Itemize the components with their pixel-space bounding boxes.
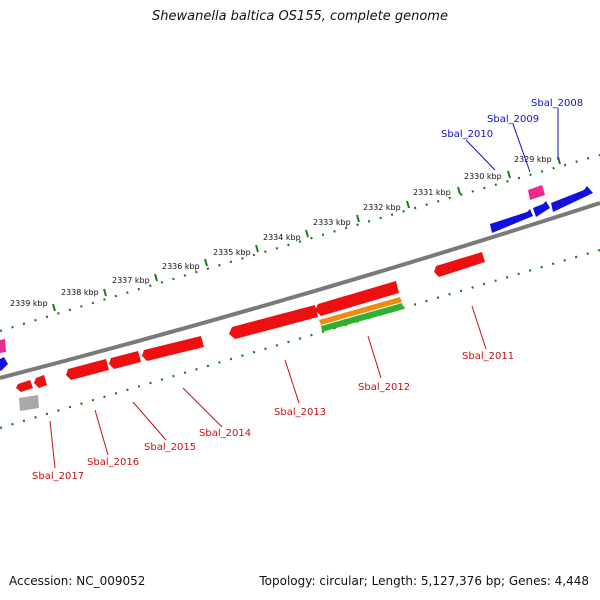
gene-sbal-2017[interactable]: [19, 395, 39, 411]
forward-strand-genes: [0, 185, 593, 371]
genome-backbone: [0, 201, 600, 380]
gene-label-sbal-2011: Sbal_2011: [462, 351, 514, 362]
reverse-label-leaders: [49, 305, 487, 469]
gene-label-sbal-2013: Sbal_2013: [274, 407, 326, 418]
gene-sbal-2012-orange-track[interactable]: [319, 297, 402, 325]
gene-sbal-2011[interactable]: [434, 252, 485, 277]
outer-tick-track: [0, 153, 600, 333]
gene-red-small-2[interactable]: [34, 375, 47, 388]
kbp-tick-labels: 2329 kbp 2330 kbp 2331 kbp 2332 kbp 2333…: [10, 155, 552, 308]
gene-sbal-2015[interactable]: [109, 351, 141, 369]
kbp-tick-label: 2332 kbp: [363, 203, 401, 212]
kbp-tick-label: 2339 kbp: [10, 299, 48, 308]
gene-label-sbal-2010: Sbal_2010: [441, 129, 493, 140]
gene-sbal-2013[interactable]: [229, 305, 318, 339]
gene-sbal-2008[interactable]: [551, 186, 593, 212]
gene-label-sbal-2012: Sbal_2012: [358, 382, 410, 393]
kbp-tick-label: 2330 kbp: [464, 172, 502, 181]
gene-label-sbal-2015: Sbal_2015: [144, 442, 196, 453]
gene-label-sbal-2008: Sbal_2008: [531, 98, 583, 109]
reverse-strand-genes: [16, 252, 485, 411]
forward-gene-labels: Sbal_2008 Sbal_2009 Sbal_2010: [441, 98, 583, 140]
kbp-tick-label: 2335 kbp: [213, 248, 251, 257]
gene-blue-edge[interactable]: [0, 357, 8, 371]
kbp-tick-label: 2336 kbp: [162, 262, 200, 271]
gene-sbal-2014[interactable]: [142, 336, 204, 361]
gene-sbal-2010[interactable]: [528, 185, 545, 200]
inner-tick-track: [0, 248, 600, 430]
genome-title: Shewanella baltica OS155, complete genom…: [152, 9, 448, 24]
kbp-tick-label: 2334 kbp: [263, 233, 301, 242]
gene-sbal-2009[interactable]: [533, 201, 550, 217]
kbp-tick-label: 2337 kbp: [112, 276, 150, 285]
gene-sbal-2012-green-track[interactable]: [321, 303, 404, 332]
gene-label-sbal-2016: Sbal_2016: [87, 457, 139, 468]
gene-sbal-2012[interactable]: [315, 281, 399, 316]
forward-label-leaders: [465, 108, 559, 173]
gene-red-small-1[interactable]: [16, 380, 33, 392]
major-tick-marks: [52, 156, 561, 312]
gene-pink-edge[interactable]: [0, 339, 6, 353]
gene-sbal-2016[interactable]: [66, 359, 109, 380]
kbp-tick-label: 2333 kbp: [313, 218, 351, 227]
gene-blue-arrow[interactable]: [490, 209, 533, 233]
gene-label-sbal-2017: Sbal_2017: [32, 471, 84, 482]
genome-summary-text: Topology: circular; Length: 5,127,376 bp…: [259, 574, 589, 588]
gene-label-sbal-2009: Sbal_2009: [487, 114, 539, 125]
gene-label-sbal-2014: Sbal_2014: [199, 428, 251, 439]
kbp-tick-label: 2329 kbp: [514, 155, 552, 164]
accession-text: Accession: NC_009052: [9, 574, 146, 588]
kbp-tick-label: 2338 kbp: [61, 288, 99, 297]
reverse-gene-labels: Sbal_2011 Sbal_2012 Sbal_2013 Sbal_2014 …: [32, 351, 514, 482]
kbp-tick-label: 2331 kbp: [413, 188, 451, 197]
